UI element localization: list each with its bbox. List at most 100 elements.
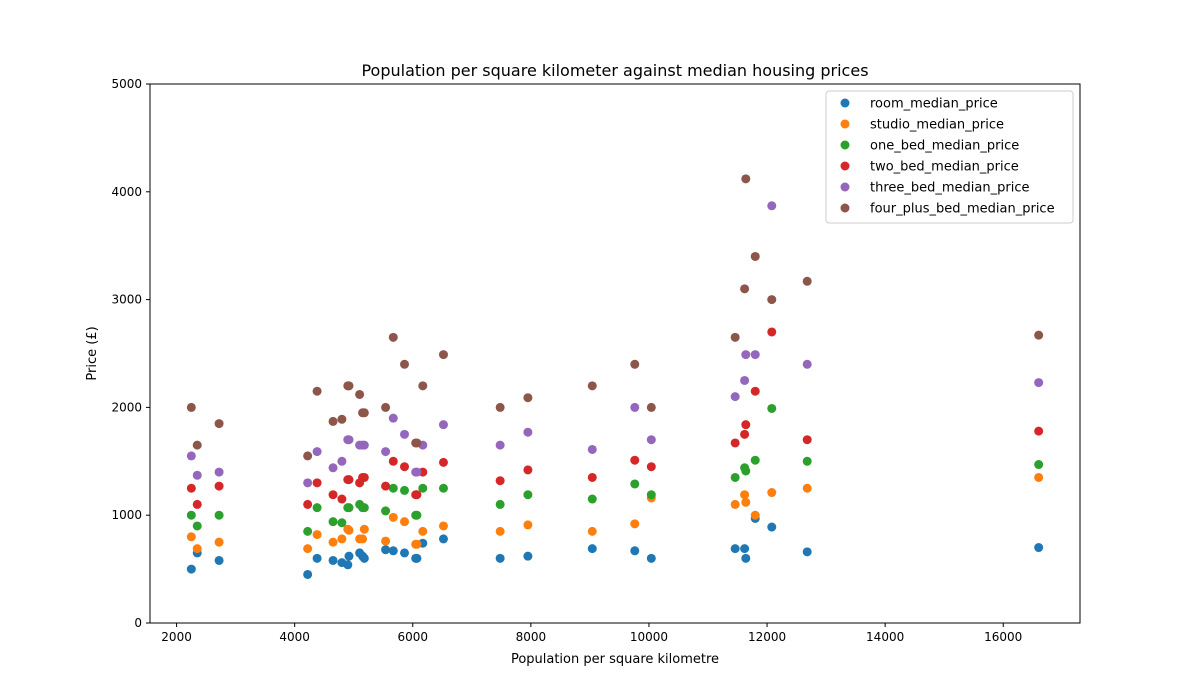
scatter-point-room-median-price <box>802 547 812 557</box>
scatter-point-one-bed-median-price <box>303 526 313 536</box>
scatter-point-one-bed-median-price <box>412 510 422 520</box>
scatter-point-two-bed-median-price <box>328 490 338 500</box>
scatter-point-studio-median-price <box>495 526 505 536</box>
scatter-point-two-bed-median-price <box>730 438 740 448</box>
scatter-point-two-bed-median-price <box>400 462 409 472</box>
y-tick-label: 4000 <box>111 185 142 199</box>
scatter-point-three-bed-median-price <box>741 350 751 360</box>
scatter-point-one-bed-median-price <box>802 456 812 466</box>
scatter-point-three-bed-median-price <box>381 447 391 457</box>
scatter-point-three-bed-median-price <box>359 440 369 450</box>
x-tick-label: 2000 <box>161 630 192 644</box>
scatter-point-studio-median-price <box>400 517 409 527</box>
plot-frame <box>149 83 1081 624</box>
y-axis-label: Price (£) <box>85 326 100 380</box>
scatter-point-three-bed-median-price <box>587 444 597 454</box>
scatter-point-one-bed-median-price <box>388 483 398 493</box>
scatter-point-studio-median-price <box>730 499 740 509</box>
legend: room_median_price studio_median_price one_… <box>825 90 1074 224</box>
y-tick-label: 0 <box>134 616 142 630</box>
scatter-point-three-bed-median-price <box>740 375 750 385</box>
scatter-point-three-bed-median-price <box>303 478 313 488</box>
y-tick-label: 2000 <box>111 400 142 414</box>
scatter-point-four-plus-bed-median-price <box>730 332 740 342</box>
x-tick-label: 16000 <box>984 630 1022 644</box>
chart-title: Population per square kilometer against … <box>361 61 868 80</box>
scatter-point-room-median-price <box>523 551 533 561</box>
scatter-point-two-bed-median-price <box>1034 426 1044 436</box>
x-axis-label: Population per square kilometre <box>511 652 719 667</box>
scatter-point-one-bed-median-price <box>328 517 338 527</box>
scatter-point-four-plus-bed-median-price <box>214 419 224 429</box>
scatter-point-studio-median-price <box>328 537 338 547</box>
scatter-point-three-bed-median-price <box>192 470 202 480</box>
scatter-point-one-bed-median-price <box>400 485 409 495</box>
scatter-point-two-bed-median-price <box>381 481 391 491</box>
scatter-point-four-plus-bed-median-price <box>1034 330 1044 340</box>
scatter-point-three-bed-median-price <box>337 456 347 466</box>
scatter-point-two-bed-median-price <box>438 457 448 467</box>
scatter-point-one-bed-median-price <box>312 503 322 513</box>
scatter-point-room-median-price <box>186 564 196 574</box>
scatter-point-room-median-price <box>495 553 505 563</box>
scatter-point-four-plus-bed-median-price <box>412 438 422 448</box>
scatter-point-three-bed-median-price <box>1034 378 1044 388</box>
scatter-point-studio-median-price <box>303 544 313 554</box>
scatter-point-one-bed-median-price <box>186 510 196 520</box>
legend-label: three_bed_median_price <box>870 181 1029 196</box>
scatter-point-three-bed-median-price <box>646 435 656 445</box>
scatter-point-three-bed-median-price <box>438 420 448 430</box>
scatter-point-room-median-price <box>388 546 398 556</box>
scatter-point-one-bed-median-price <box>344 503 354 513</box>
scatter-point-studio-median-price <box>1034 472 1044 482</box>
x-tick-label: 10000 <box>630 630 668 644</box>
y-tick-label: 5000 <box>111 77 142 91</box>
scatter-point-room-median-price <box>412 553 422 563</box>
scatter-point-three-bed-median-price <box>312 447 322 457</box>
legend-box <box>825 90 1074 224</box>
scatter-point-room-median-price <box>328 555 338 565</box>
scatter-point-two-bed-median-price <box>767 327 777 337</box>
scatter-point-one-bed-median-price <box>587 494 597 504</box>
scatter-point-one-bed-median-price <box>192 521 202 531</box>
scatter-point-room-median-price <box>630 546 640 556</box>
scatter-point-four-plus-bed-median-price <box>438 350 448 360</box>
scatter-point-four-plus-bed-median-price <box>741 174 751 184</box>
scatter-point-two-bed-median-price <box>337 494 347 504</box>
legend-label: room_median_price <box>870 97 998 112</box>
scatter-point-four-plus-bed-median-price <box>646 402 656 412</box>
legend-marker <box>840 182 850 192</box>
scatter-point-two-bed-median-price <box>303 499 313 509</box>
scatter-point-room-median-price <box>400 548 409 558</box>
scatter-point-four-plus-bed-median-price <box>418 381 428 391</box>
scatter-point-one-bed-median-price <box>523 490 533 500</box>
scatter-point-one-bed-median-price <box>750 455 760 465</box>
scatter-point-two-bed-median-price <box>186 483 196 493</box>
scatter-point-four-plus-bed-median-price <box>523 393 533 403</box>
x-tick-label: 12000 <box>748 630 786 644</box>
scatter-point-three-bed-median-price <box>344 435 354 445</box>
scatter-point-three-bed-median-price <box>186 451 196 461</box>
scatter-point-two-bed-median-price <box>214 481 224 491</box>
scatter-point-three-bed-median-price <box>523 427 533 437</box>
scatter-point-room-median-price <box>1034 543 1044 553</box>
scatter-point-room-median-price <box>438 534 448 544</box>
legend-label: two_bed_median_price <box>870 160 1019 175</box>
scatter-point-two-bed-median-price <box>412 490 422 500</box>
scatter-point-three-bed-median-price <box>388 413 398 423</box>
scatter-point-one-bed-median-price <box>438 483 448 493</box>
scatter-point-room-median-price <box>587 544 597 554</box>
scatter-point-studio-median-price <box>767 488 777 498</box>
scatter-point-four-plus-bed-median-price <box>303 451 313 461</box>
legend-label: studio_median_price <box>870 118 1004 133</box>
scatter-point-room-median-price <box>312 553 322 563</box>
scatter-point-studio-median-price <box>630 519 640 529</box>
scatter-point-two-bed-median-price <box>192 499 202 509</box>
scatter-point-studio-median-price <box>523 520 533 530</box>
scatter-point-two-bed-median-price <box>495 476 505 486</box>
scatter-point-studio-median-price <box>337 534 347 544</box>
scatter-point-room-median-price <box>343 560 353 570</box>
scatter-point-one-bed-median-price <box>767 403 777 413</box>
scatter-point-studio-median-price <box>359 524 369 534</box>
